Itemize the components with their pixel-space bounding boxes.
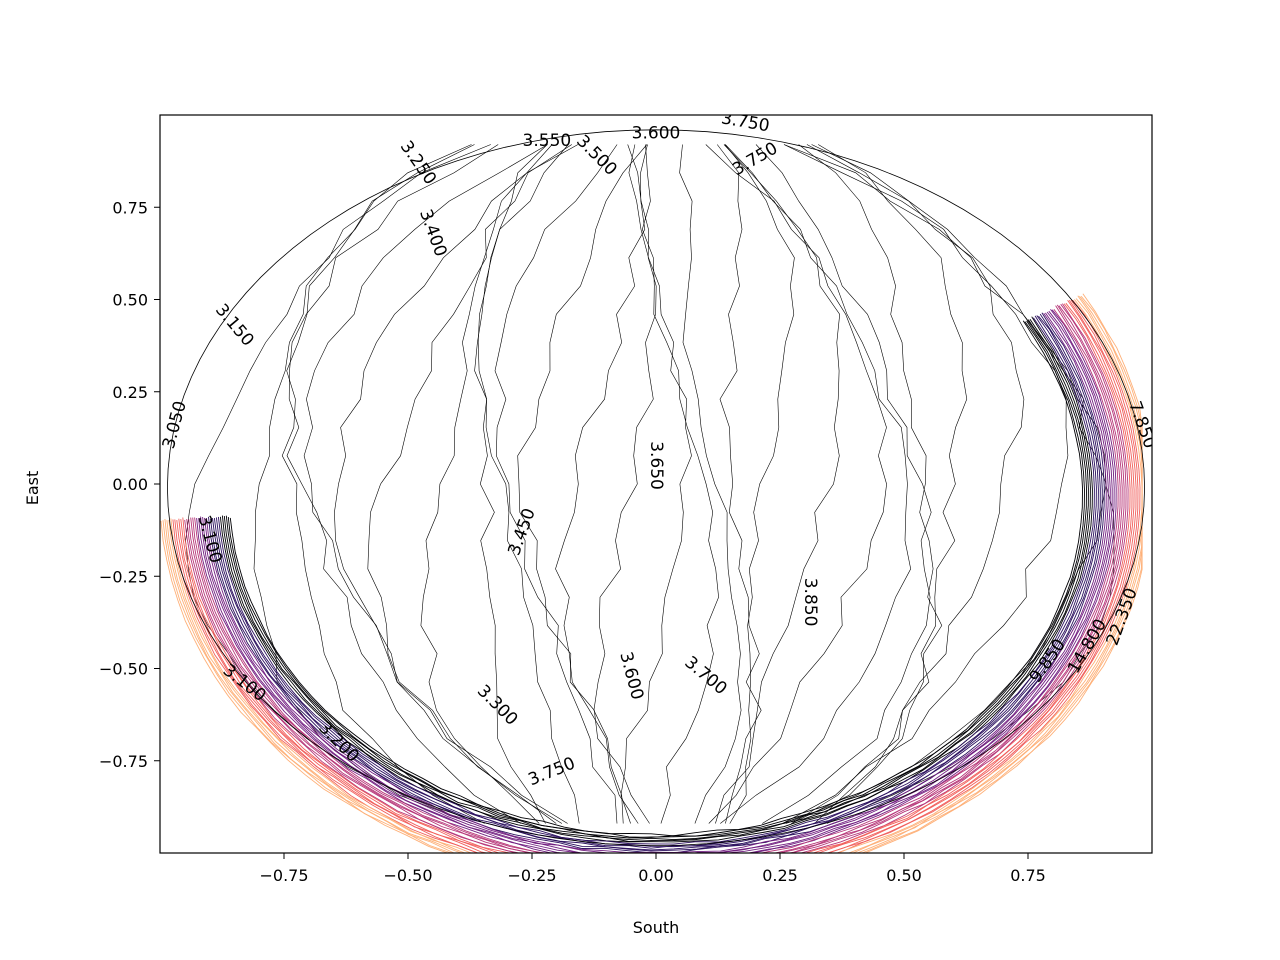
y-tick-label: 0.00 [112,475,148,494]
rim-contour [178,299,1135,853]
rim-contour [194,308,1119,853]
contour-line [367,144,572,824]
contour-label: 3.600 [632,123,681,143]
rim-contour [212,315,1101,851]
rim-contour [204,312,1109,853]
y-tick-label: 0.50 [112,291,148,310]
x-tick-label: 0.75 [1010,866,1046,885]
contour-line [782,144,1069,824]
x-tick-label: 0.50 [886,866,922,885]
y-tick-label: −0.25 [99,567,148,586]
rim-contour [174,299,1139,853]
contour-label: 3.550 [523,131,572,151]
boundary-contour [166,129,1146,847]
y-axis: 0.75 0.50 0.25 0.00 −0.25 −0.50 −0.75 [99,198,160,771]
x-tick-label: −0.75 [259,866,308,885]
contour-label: 3.450 [504,506,539,559]
rim-contour [219,316,1093,843]
contour-line [811,144,1115,824]
contour-line [620,144,692,824]
rim-contour [217,317,1095,845]
contour-line [281,144,485,824]
x-axis: −0.75 −0.50 −0.25 0.00 0.25 0.50 0.75 [259,853,1046,885]
x-axis-label: South [633,918,680,937]
rim-contour [206,313,1107,853]
contour-label: 3.050 [159,399,191,451]
contour-line [303,144,563,824]
rim-contour [213,315,1099,849]
rim-contour [170,299,1143,853]
rim-contour [198,309,1115,853]
contour-label: 3.750 [526,753,579,790]
rim-contour [229,320,1083,837]
rim-contour [168,298,1143,853]
contour-line [755,144,932,824]
rim-contour [176,299,1137,853]
y-tick-label: 0.25 [112,383,148,402]
contour-label: 3.700 [681,653,731,700]
contour-line [334,144,579,824]
contour-line [185,144,491,824]
rim-contour [227,321,1085,838]
contour-label: 3.750 [720,108,771,136]
rim-contour [208,312,1105,853]
contour-line [716,144,762,824]
contour-line [724,144,795,824]
contour-label: 3.400 [415,207,450,260]
contour-label: 3.650 [646,441,666,490]
x-tick-label: −0.50 [383,866,432,885]
contour-label: 3.250 [396,137,440,188]
rim-contour [160,293,1143,853]
rim-contour [164,295,1143,853]
contour-line [679,144,742,824]
contour-lines [160,129,1146,853]
contour-line [814,144,968,824]
rim-contour [180,302,1133,853]
contour-line [641,144,719,824]
y-axis-label: East [23,471,42,506]
rim-contour [166,295,1143,853]
rim-contour [162,296,1143,853]
contour-line [517,144,650,824]
x-tick-label: −0.25 [507,866,556,885]
contour-line [705,144,887,824]
y-tick-label: −0.50 [99,660,148,679]
contour-line [286,144,521,824]
contour-line [253,144,472,824]
rim-contour [200,310,1113,853]
contour-label: 3.150 [211,300,258,350]
contour-label: 3.750 [729,138,781,180]
contour-line [715,144,841,824]
rim-contour [182,303,1131,853]
contour-line [494,144,618,824]
contour-label: 3.600 [615,650,647,702]
contour-line [474,144,580,824]
rim-contour [184,303,1129,853]
contour-line [791,144,1025,824]
rim-contour [202,311,1111,853]
rim-contour [186,303,1127,853]
contour-line [791,144,943,824]
y-tick-label: 0.75 [112,198,148,217]
contour-line [555,144,648,824]
contour-line [477,144,548,824]
x-tick-label: 0.00 [638,866,674,885]
x-tick-label: 0.25 [762,866,798,885]
contour-label: 3.850 [800,578,820,627]
rim-contour [196,309,1117,853]
contour-line [720,144,912,824]
rim-contour [221,318,1091,842]
y-tick-label: −0.75 [99,752,148,771]
rim-contour [172,299,1141,853]
rim-contour [190,304,1123,853]
rim-contour [192,305,1121,853]
contour-line [420,144,553,824]
rim-contour [223,319,1089,841]
contour-label: 3.500 [572,131,621,180]
